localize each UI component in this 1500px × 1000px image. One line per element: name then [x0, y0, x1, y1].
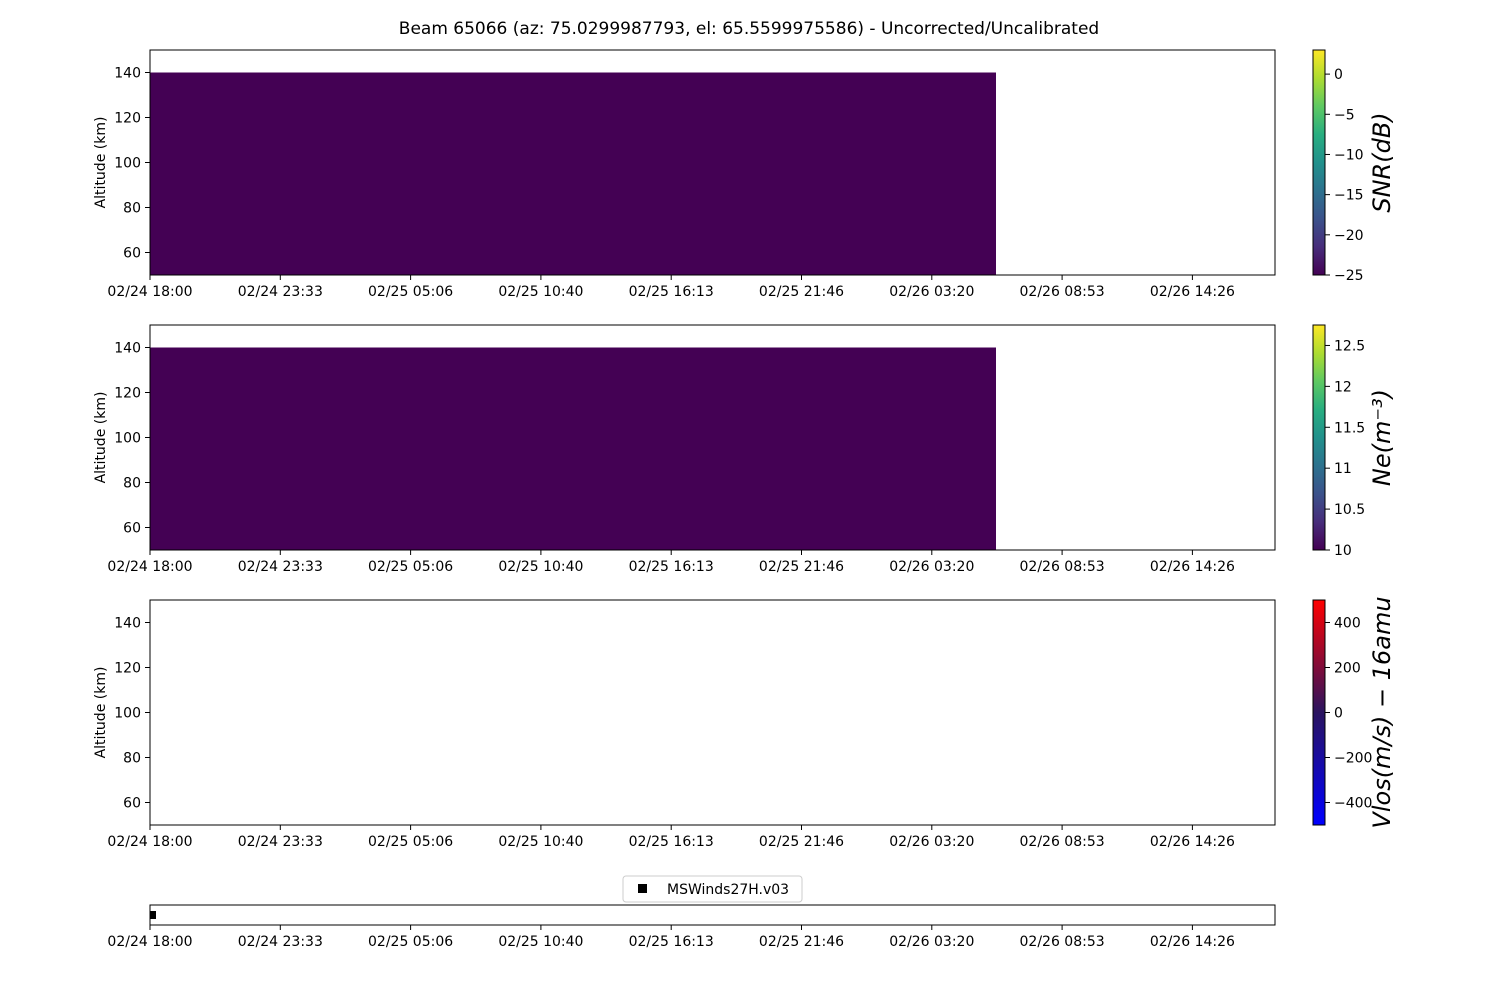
- x-tick-label: 02/25 10:40: [498, 284, 583, 300]
- x-tick-label: 02/26 03:20: [889, 284, 974, 300]
- colorbar-tick-label: −400: [1334, 796, 1372, 812]
- x-tick-label: 02/24 18:00: [107, 559, 192, 575]
- colorbar-tick-label: −5: [1334, 107, 1355, 123]
- y-tick-label: 80: [123, 751, 141, 767]
- y-tick-label: 60: [123, 521, 141, 537]
- axes-frame: [149, 904, 1276, 926]
- data-point: [150, 911, 156, 919]
- colorbar-tick-label: 12: [1334, 379, 1352, 395]
- x-tick-label: 02/25 10:40: [498, 834, 583, 850]
- x-tick-label: 02/26 08:53: [1020, 559, 1105, 575]
- legend-box: [622, 875, 803, 903]
- y-tick-label: 100: [114, 431, 141, 447]
- x-tick-label: 02/24 23:33: [238, 934, 323, 950]
- legend-entry: MSWinds27H.v03: [667, 882, 789, 898]
- x-tick-label: 02/24 18:00: [107, 284, 192, 300]
- colorbar-tick-label: −25: [1334, 268, 1364, 284]
- x-tick-label: 02/25 16:13: [629, 934, 714, 950]
- colorbar-tick-label: 10: [1334, 543, 1352, 559]
- x-tick-label: 02/25 21:46: [759, 934, 844, 950]
- y-axis-label: Altitude (km): [93, 392, 109, 484]
- x-tick-label: 02/26 14:26: [1150, 284, 1235, 300]
- colorbar-tick-label: 400: [1334, 616, 1361, 632]
- y-axis-label: Altitude (km): [93, 667, 109, 759]
- colorbar-tick-label: 200: [1334, 661, 1361, 677]
- colorbar: [1312, 599, 1326, 826]
- x-tick-label: 02/24 18:00: [107, 934, 192, 950]
- x-tick-label: 02/25 10:40: [498, 559, 583, 575]
- x-tick-label: 02/25 10:40: [498, 934, 583, 950]
- colorbar-tick-label: 10.5: [1334, 502, 1365, 518]
- x-tick-label: 02/25 05:06: [368, 559, 453, 575]
- heatmap-fill: [150, 72, 996, 275]
- legend-marker-icon: [638, 884, 647, 893]
- y-tick-label: 100: [114, 706, 141, 722]
- legend: MSWinds27H.v03: [622, 875, 803, 903]
- y-tick-label: 60: [123, 796, 141, 812]
- colorbar: [1312, 324, 1326, 551]
- y-tick-label: 80: [123, 476, 141, 492]
- y-tick-label: 80: [123, 201, 141, 217]
- x-tick-label: 02/26 08:53: [1020, 284, 1105, 300]
- chart-title: Beam 65066 (az: 75.0299987793, el: 65.55…: [399, 19, 1099, 39]
- colorbar-label: Ne(m⁻³): [1368, 389, 1396, 486]
- x-tick-label: 02/26 03:20: [889, 934, 974, 950]
- snr-panel: 60 80 100 120 140 Altitude (km) 02/24 18:00 02/…: [93, 49, 1396, 300]
- vlos-panel: 60 80 100 120 140 Altitude (km) 02/24 18:00 02/…: [93, 596, 1396, 850]
- ne-panel: 60 80 100 120 140 Altitude (km) 02/24 18:00 02/…: [93, 324, 1396, 575]
- colorbar-label: Vlos(m/s) − 16amu: [1368, 596, 1396, 828]
- x-tick-label: 02/24 18:00: [107, 834, 192, 850]
- x-tick-label: 02/26 03:20: [889, 559, 974, 575]
- y-tick-label: 120: [114, 386, 141, 402]
- axes-frame: [149, 599, 1276, 826]
- colorbar-tick-label: 12.5: [1334, 338, 1365, 354]
- x-tick-label: 02/25 16:13: [629, 559, 714, 575]
- y-tick-label: 60: [123, 246, 141, 262]
- x-tick-label: 02/26 08:53: [1020, 834, 1105, 850]
- colorbar-tick-label: 11.5: [1334, 420, 1365, 436]
- x-tick-label: 02/26 14:26: [1150, 934, 1235, 950]
- x-tick-label: 02/25 21:46: [759, 284, 844, 300]
- x-tick-label: 02/25 21:46: [759, 559, 844, 575]
- x-tick-label: 02/24 23:33: [238, 284, 323, 300]
- colorbar: [1312, 49, 1326, 276]
- colorbar-tick-label: −15: [1334, 188, 1364, 204]
- x-tick-label: 02/24 23:33: [238, 559, 323, 575]
- y-tick-label: 140: [114, 66, 141, 82]
- colorbar-tick-label: 0: [1334, 67, 1343, 83]
- y-axis-label: Altitude (km): [93, 117, 109, 209]
- x-tick-label: 02/26 03:20: [889, 834, 974, 850]
- y-tick-label: 140: [114, 341, 141, 357]
- colorbar-tick-label: −20: [1334, 228, 1364, 244]
- x-tick-label: 02/25 05:06: [368, 284, 453, 300]
- x-tick-label: 02/25 16:13: [629, 284, 714, 300]
- x-tick-label: 02/24 23:33: [238, 834, 323, 850]
- colorbar-tick-label: −10: [1334, 147, 1364, 163]
- x-tick-label: 02/26 08:53: [1020, 934, 1105, 950]
- colorbar-label: SNR(dB): [1368, 112, 1396, 212]
- x-tick-label: 02/25 05:06: [368, 834, 453, 850]
- data-source-panel: MSWinds27H.v03 02/24 18:00 02/24 23:33 02/2…: [107, 875, 1276, 950]
- colorbar-tick-label: 11: [1334, 461, 1352, 477]
- heatmap-fill: [150, 347, 996, 550]
- x-tick-label: 02/26 14:26: [1150, 559, 1235, 575]
- colorbar-tick-label: 0: [1334, 706, 1343, 722]
- x-tick-label: 02/25 21:46: [759, 834, 844, 850]
- y-tick-label: 100: [114, 156, 141, 172]
- x-tick-label: 02/26 14:26: [1150, 834, 1235, 850]
- colorbar-tick-label: −200: [1334, 751, 1372, 767]
- y-tick-label: 120: [114, 111, 141, 127]
- x-tick-label: 02/25 16:13: [629, 834, 714, 850]
- x-tick-label: 02/25 05:06: [368, 934, 453, 950]
- y-tick-label: 120: [114, 661, 141, 677]
- y-tick-label: 140: [114, 616, 141, 632]
